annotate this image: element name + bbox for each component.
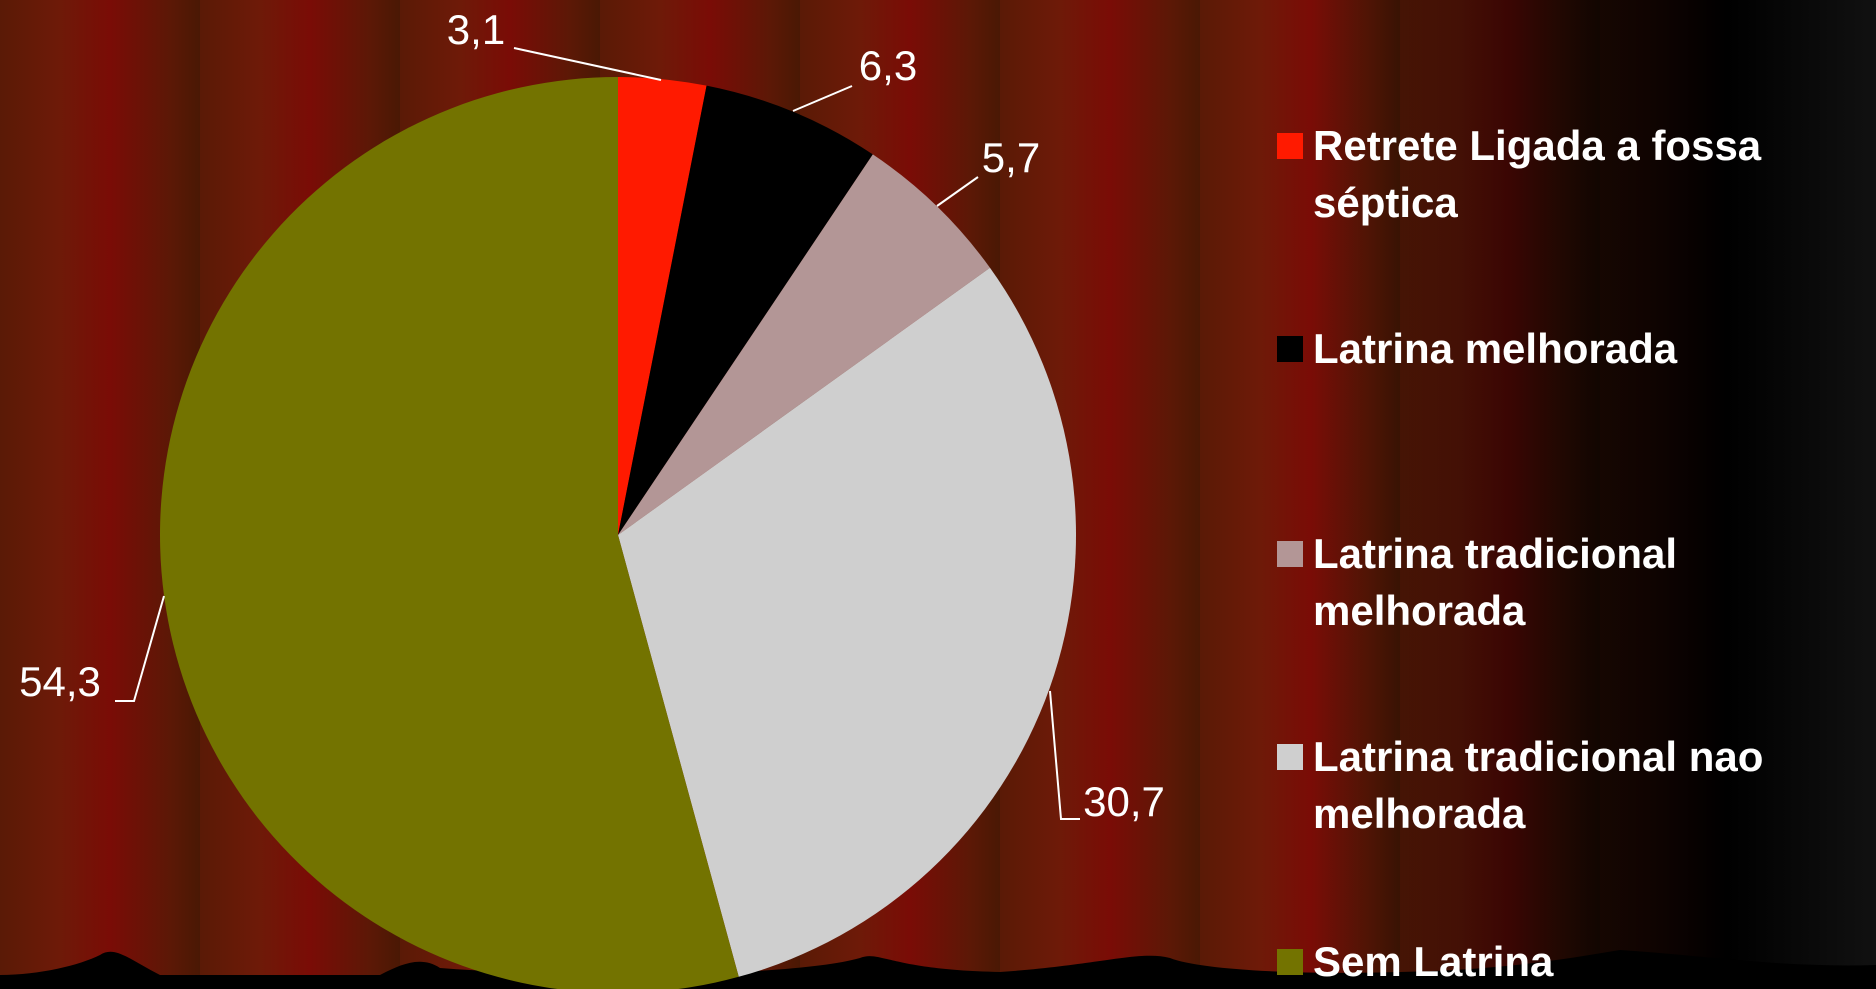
data-label: 30,7 xyxy=(1083,778,1165,825)
legend-label: Latrina tradicional melhorada xyxy=(1313,525,1867,639)
legend-item: Retrete Ligada a fossa séptica xyxy=(1277,117,1867,231)
legend-item: Sem Latrina xyxy=(1277,933,1867,989)
legend-label: Latrina tradicional nao melhorada xyxy=(1313,728,1867,842)
legend-swatch xyxy=(1277,744,1303,770)
legend-item: Latrina tradicional melhorada xyxy=(1277,525,1867,639)
data-label: 5,7 xyxy=(982,134,1040,181)
legend-label: Latrina melhorada xyxy=(1313,320,1677,377)
legend-item: Latrina tradicional nao melhorada xyxy=(1277,728,1867,842)
legend-swatch xyxy=(1277,133,1303,159)
data-label: 3,1 xyxy=(447,6,505,53)
leader-line xyxy=(514,48,661,80)
leader-line xyxy=(793,86,852,111)
legend-swatch xyxy=(1277,336,1303,362)
leader-line xyxy=(115,596,164,701)
leader-line xyxy=(1050,691,1080,819)
slide: 3,1 6,3 5,7 30,7 54,3 Retrete Ligada a fossa… xyxy=(0,0,1876,989)
leader-line xyxy=(937,177,978,206)
legend-label: Sem Latrina xyxy=(1313,933,1553,989)
data-label: 54,3 xyxy=(19,658,101,705)
legend-swatch xyxy=(1277,541,1303,567)
legend-label: Retrete Ligada a fossa séptica xyxy=(1313,117,1867,231)
data-label: 6,3 xyxy=(859,42,917,89)
legend-item: Latrina melhorada xyxy=(1277,320,1867,377)
legend-swatch xyxy=(1277,949,1303,975)
